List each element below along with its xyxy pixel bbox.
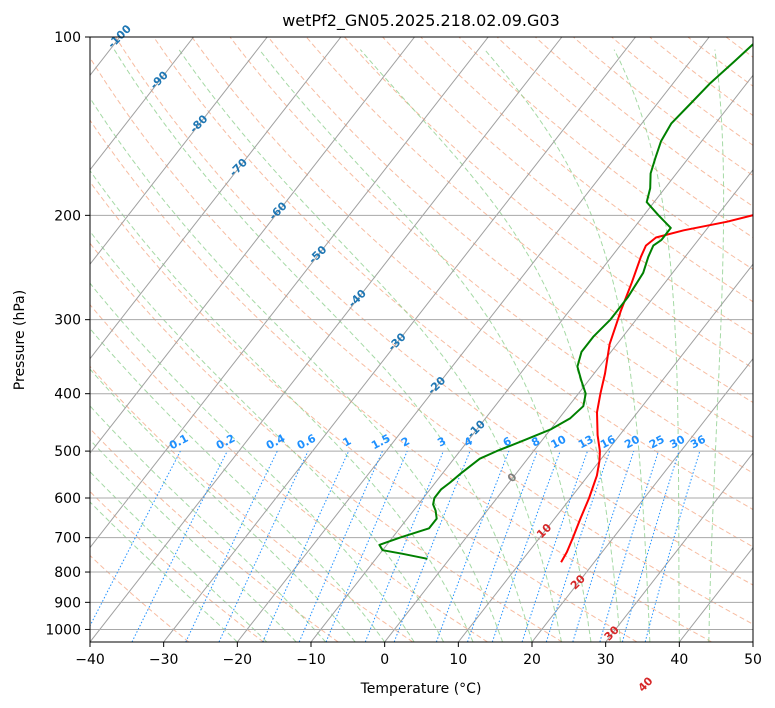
y-tick-label: 1000 [45,622,81,638]
y-tick-label: 100 [54,30,81,46]
x-tick-label: −10 [296,652,326,668]
x-tick-label: 20 [523,652,541,668]
mixing-ratio-line [393,450,471,642]
isotherm-line [236,37,710,642]
mixing-ratio-line [644,450,701,642]
dry-adiabat-line [534,37,753,207]
x-tick-label: 50 [744,652,762,668]
dry-adiabat-line [458,37,753,270]
moist-adiabat-line [90,282,415,642]
x-tick-label: −30 [149,652,179,668]
moist-adiabat-line [359,49,621,642]
temperature-profile-line [560,214,753,563]
x-tick-label: 30 [597,652,615,668]
y-tick-label: 700 [54,531,81,547]
y-axis-label: Pressure (hPa) [12,290,28,390]
isotherm-line [90,37,268,266]
dry-adiabat-line [90,56,753,625]
x-tick-label: −20 [223,652,253,668]
moist-adiabat-line [113,49,533,642]
moist-adiabat-line [178,49,562,642]
y-tick-label: 900 [54,595,81,611]
moist-adiabat-line [484,49,651,642]
moist-adiabat-line [90,327,386,642]
isotherm-line [163,37,636,642]
isotherm-label: 40 [636,674,656,694]
y-tick-label: 800 [54,565,81,581]
dewpoint-profile-line [378,42,753,560]
dry-adiabat-line [305,37,753,404]
isotherm-line [90,37,415,454]
x-tick-label: 40 [670,652,688,668]
moist-adiabat-line [708,49,725,642]
mixing-ratio-line [621,450,680,642]
isotherm-line [457,263,753,642]
moist-adiabat-line [90,405,327,642]
y-tick-label: 500 [54,444,81,460]
dry-adiabat-line [153,37,753,548]
x-axis-label: Temperature (°C) [360,681,482,697]
mixing-ratio-line [364,450,444,642]
moist-adiabat-line [613,49,680,642]
mixing-ratio-line [521,450,588,642]
mixing-ratio-line [90,450,181,627]
mixing-ratio-line [325,450,408,642]
moist-adiabat-line [90,230,445,642]
dry-adiabat-line [90,427,339,642]
y-tick-label: 300 [54,313,81,329]
moist-adiabat-line [90,97,503,642]
mixing-ratio-label: 36 [688,433,708,452]
x-tick-label: 0 [380,652,389,668]
moist-adiabat-line [90,471,268,642]
dry-adiabat-line [344,37,753,369]
mixing-ratio-label: 10 [549,433,569,452]
dry-adiabat-line [90,365,414,642]
mixing-ratio-label: 20 [622,433,642,452]
mixing-ratio-label: 16 [598,433,618,452]
mixing-ratio-line [491,450,561,642]
dry-adiabat-line [115,37,753,586]
plot-background [90,37,753,642]
isotherm-line [605,452,753,642]
isotherm-line [384,168,753,642]
mixing-ratio-line [435,450,510,642]
isotherm-line [90,37,489,549]
dry-adiabat-line [267,37,753,438]
isotherm-line [90,37,563,642]
dry-adiabat-line [191,37,753,511]
moist-adiabat-line [258,49,592,642]
mixing-ratio-line [131,450,228,642]
mixing-ratio-line [467,450,538,642]
mixing-ratio-line [185,450,278,642]
y-tick-label: 200 [54,208,81,224]
y-axis-ticks: 100 200 300 400 500 600 700 800 900 1000 [45,30,90,638]
dry-adiabat-line [382,37,753,336]
mixing-ratio-label: 25 [647,433,667,452]
isotherm-line [752,641,753,642]
x-tick-label: −40 [75,652,105,668]
x-axis-ticks: −40 −30 −20 −10 0 10 20 30 40 50 [75,642,762,668]
dry-adiabat-line [573,37,753,177]
mixing-ratio-label: 30 [668,433,688,452]
isotherm-line [531,357,753,642]
y-tick-label: 400 [54,387,81,403]
moist-adiabat-line [90,439,297,642]
x-tick-label: 10 [449,652,467,668]
isotherm-line [90,37,194,171]
chart-title: wetPf2_GN05.2025.218.02.09.G03 [282,11,560,31]
isotherm-line [90,37,342,360]
background-lines [90,37,753,642]
mixing-ratio-label: 13 [576,433,596,452]
dry-adiabat-line [90,119,712,642]
y-tick-label: 600 [54,491,81,507]
mixing-ratio-line [218,450,309,642]
plot-frame [89,36,754,643]
profile-lines [378,42,753,563]
